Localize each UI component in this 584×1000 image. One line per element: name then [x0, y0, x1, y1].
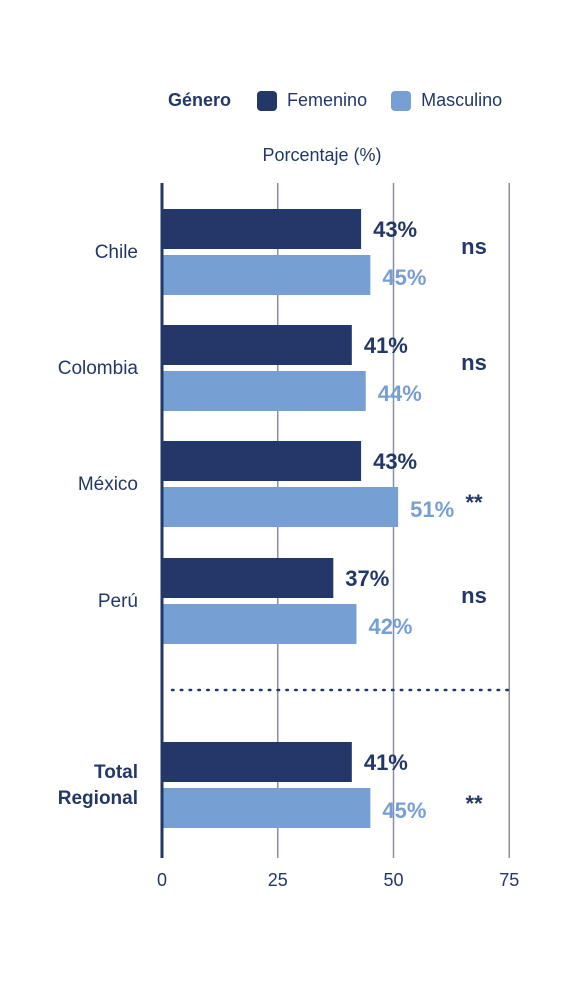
category-label-0: Chile: [95, 242, 138, 263]
category-label-4-0: Total: [94, 762, 138, 783]
data-label-masculino-2: 51%: [410, 497, 454, 522]
category-label-1: Colombia: [58, 358, 139, 379]
significance-label-4: **: [465, 791, 483, 816]
significance-label-0: ns: [461, 234, 487, 259]
data-label-masculino-3: 42%: [368, 614, 412, 639]
significance-label-3: ns: [461, 583, 487, 608]
data-label-femenino-0: 43%: [373, 217, 417, 242]
legend-swatch-femenino: [257, 90, 278, 111]
legend-item-femenino: Femenino: [257, 90, 367, 111]
x-axis-label: Porcentaje (%): [262, 145, 382, 165]
category-label-2: México: [78, 474, 138, 495]
bar-masculino-0: [162, 255, 371, 295]
legend-title: Género: [168, 90, 232, 110]
legend-swatch-masculino: [391, 90, 412, 111]
data-label-masculino-1: 44%: [378, 381, 422, 406]
category-label-4-1: Regional: [58, 788, 138, 809]
data-label-femenino-4: 41%: [364, 750, 408, 775]
bar-masculino-3: [162, 604, 357, 644]
category-label-3: Perú: [98, 591, 138, 612]
data-label-femenino-1: 41%: [364, 333, 408, 358]
legend: Género Femenino Masculino: [168, 90, 526, 111]
bar-masculino-2: [162, 487, 399, 527]
bar-masculino-1: [162, 371, 366, 411]
x-tick-label-0: 0: [157, 870, 167, 890]
bar-femenino-2: [162, 441, 362, 481]
data-label-femenino-2: 43%: [373, 449, 417, 474]
bar-femenino-3: [162, 558, 334, 598]
legend-label-masculino: Masculino: [421, 90, 503, 110]
bar-masculino-4: [162, 788, 371, 828]
legend-label-femenino: Femenino: [287, 90, 368, 110]
bar-femenino-4: [162, 742, 352, 782]
bar-femenino-1: [162, 325, 352, 365]
x-tick-label-75: 75: [499, 870, 519, 890]
legend-item-masculino: Masculino: [391, 90, 502, 111]
data-label-femenino-3: 37%: [345, 566, 389, 591]
data-label-masculino-4: 45%: [382, 798, 426, 823]
x-tick-label-25: 25: [268, 870, 288, 890]
bar-femenino-0: [162, 209, 362, 249]
data-label-masculino-0: 45%: [382, 265, 426, 290]
significance-label-1: ns: [461, 350, 487, 375]
x-tick-label-50: 50: [383, 870, 403, 890]
significance-label-2: **: [465, 490, 483, 515]
